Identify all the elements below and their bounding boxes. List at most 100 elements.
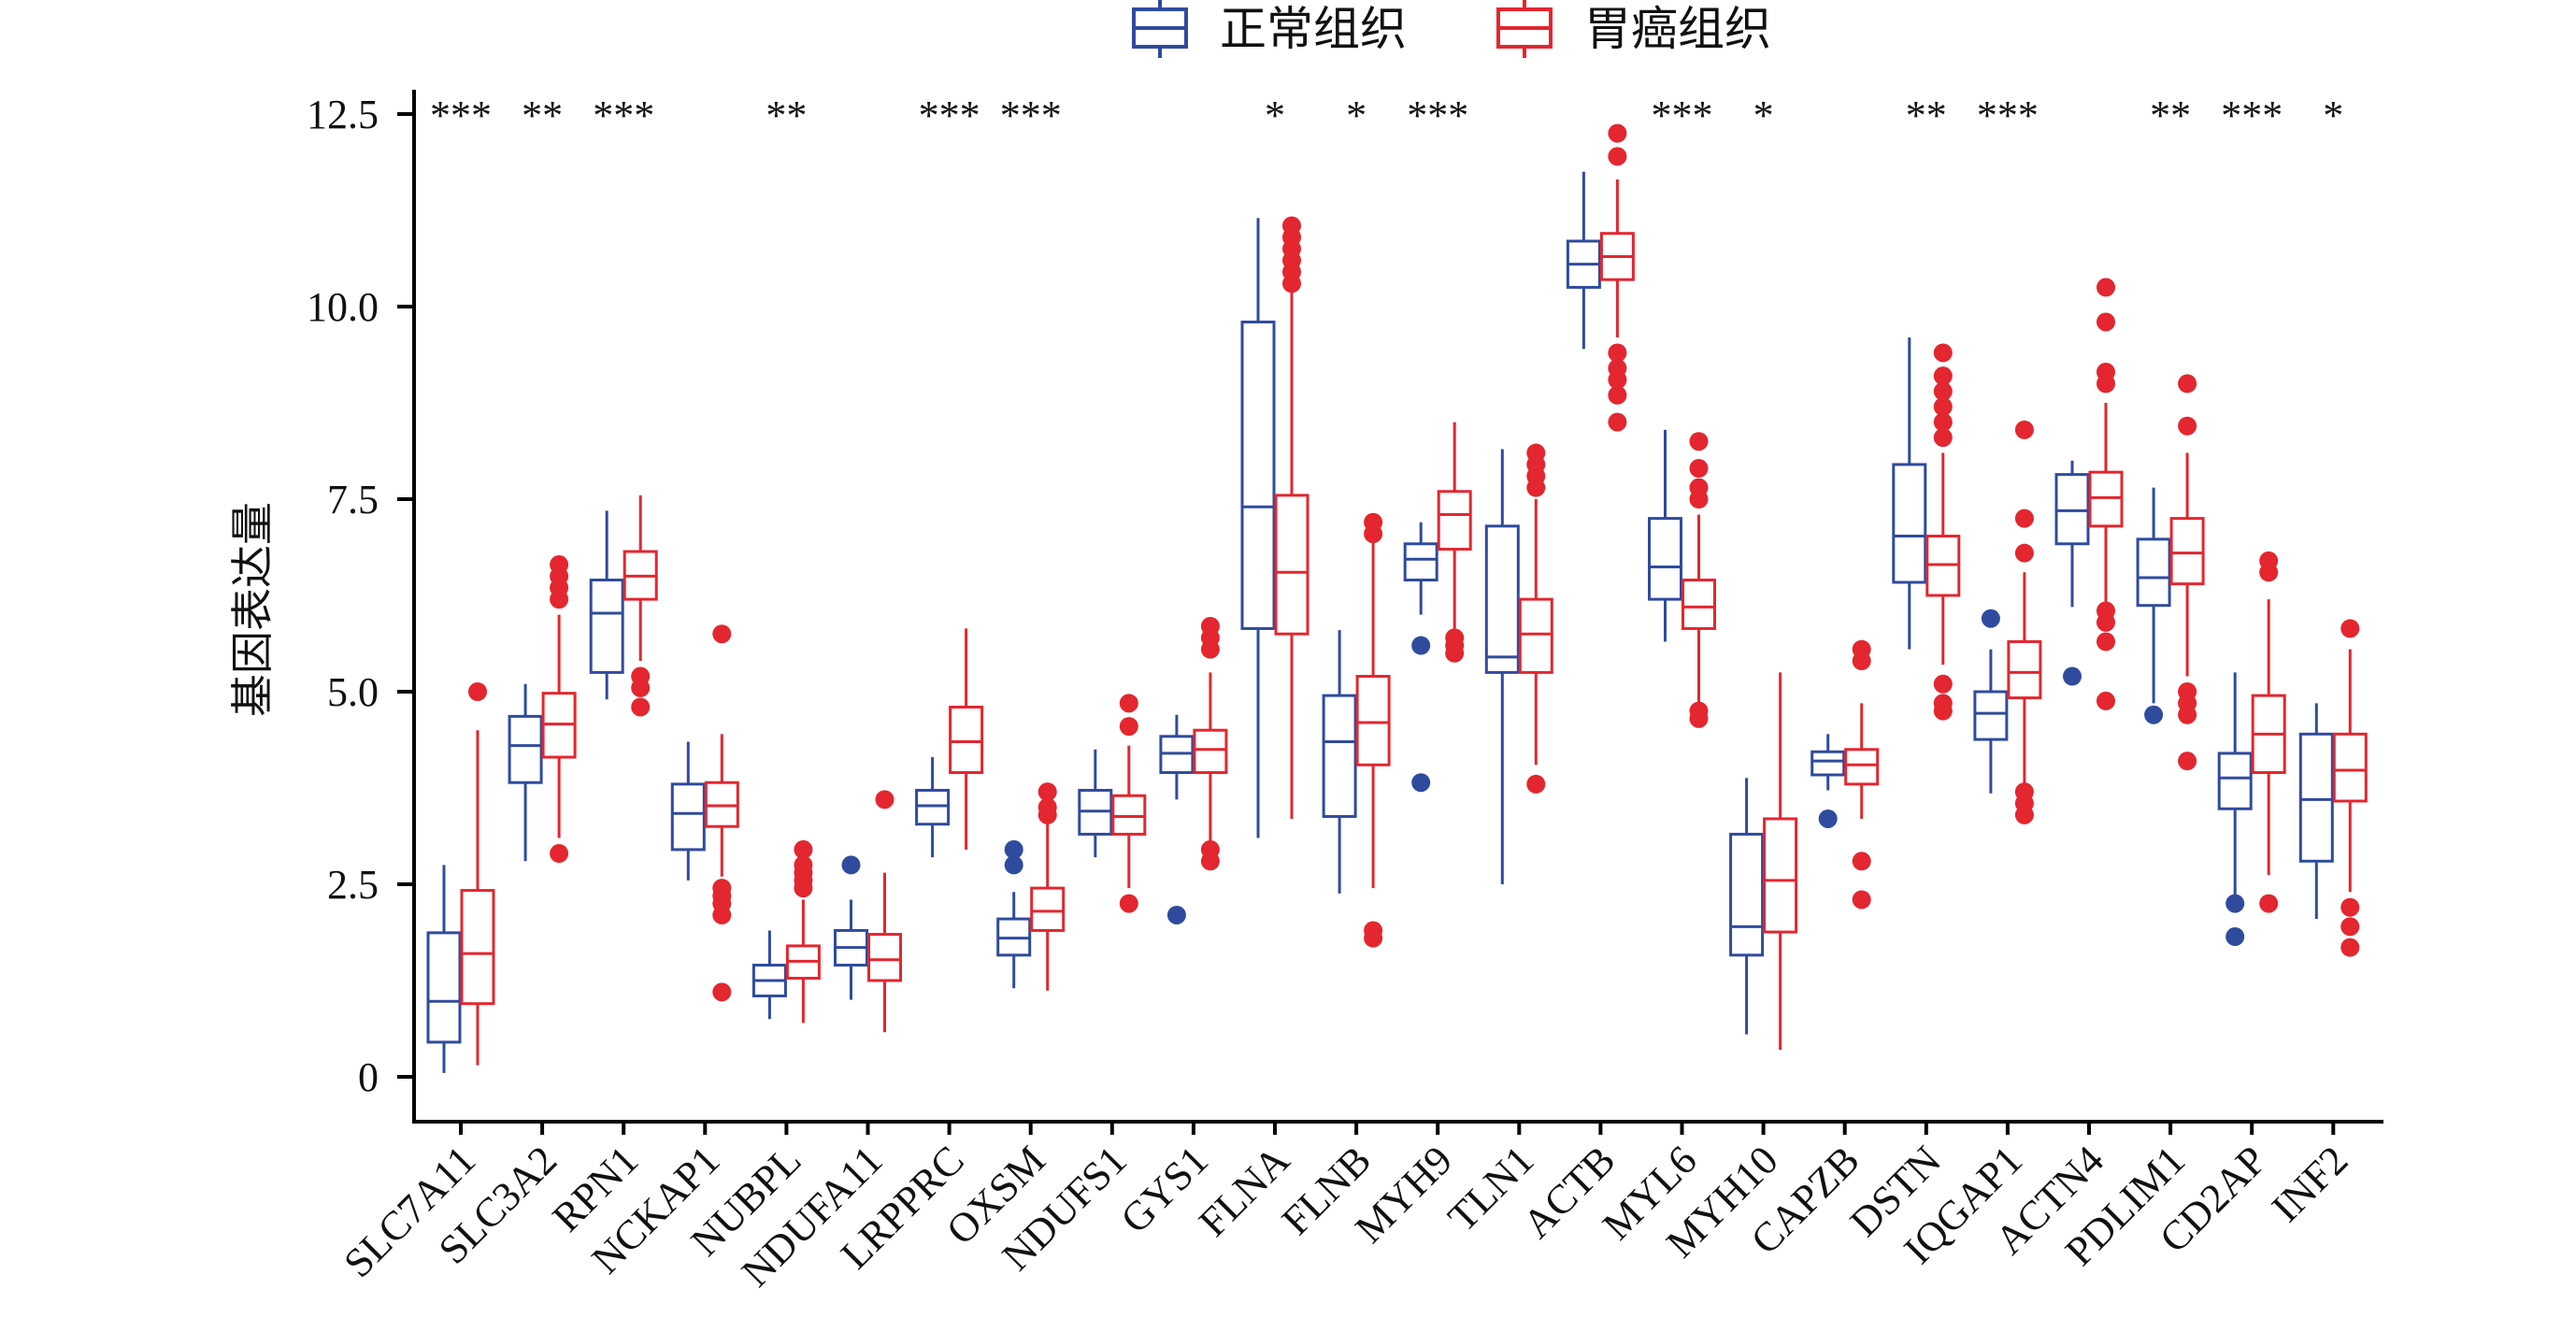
box-tumor-ACTB: [1599, 123, 1635, 432]
box-iqr: [2169, 517, 2205, 586]
significance-label: ***: [1977, 93, 2039, 138]
outlier-point: [1933, 428, 1953, 448]
box-normal-SLC3A2: [508, 683, 543, 862]
outlier-point: [1004, 839, 1023, 859]
outlier-point: [2340, 938, 2360, 957]
box-normal-SLC7A11: [426, 865, 462, 1073]
box-tumor-OXSM: [1030, 782, 1066, 991]
box-iqr: [2007, 639, 2042, 700]
outlier-point: [1364, 512, 1383, 532]
box-iqr: [1729, 832, 1765, 957]
box-tumor-SLC3A2: [541, 555, 577, 864]
outlier-point: [1364, 921, 1383, 940]
outlier-point: [1608, 358, 1627, 378]
box-tumor-PDLIM1: [2169, 374, 2205, 771]
outlier-point: [1119, 694, 1138, 713]
outlier-point: [1200, 839, 1220, 859]
box-normal-INF2: [2298, 703, 2334, 920]
significance-label: *: [1753, 93, 1774, 138]
outlier-point: [2097, 312, 2115, 332]
outlier-point: [1852, 890, 1871, 909]
outlier-point: [1933, 343, 1953, 363]
significance-label: **: [766, 93, 807, 138]
outlier-point: [2178, 416, 2197, 436]
outlier-point: [1608, 412, 1627, 432]
box-iqr: [2332, 732, 2368, 803]
outlier-point: [2340, 917, 2360, 937]
significance-label: ***: [1652, 93, 1713, 138]
box-iqr: [1973, 690, 2009, 741]
significance-label: ***: [919, 93, 980, 138]
significance-label: ***: [430, 93, 492, 138]
box-iqr: [1403, 542, 1438, 582]
outlier-point: [1166, 905, 1186, 924]
outlier-point: [1526, 443, 1546, 463]
outlier-point: [1981, 609, 2000, 628]
outlier-point: [2225, 927, 2245, 947]
significance-label: ***: [593, 93, 654, 138]
box-normal-NDUFS1: [1078, 749, 1113, 858]
box-tumor-NDUFA11: [867, 790, 902, 1033]
box-iqr: [949, 705, 984, 775]
x-tick-label: INF2: [2263, 1137, 2356, 1230]
box-iqr: [1484, 524, 1520, 674]
outlier-point: [2225, 894, 2245, 913]
box-normal-TLN1: [1484, 449, 1520, 884]
outlier-point: [2014, 420, 2034, 439]
box-iqr: [1274, 494, 1309, 636]
legend-tumor-label: 胃癌组织: [1584, 2, 1771, 56]
outlier-point: [631, 666, 651, 686]
box-iqr: [2054, 473, 2090, 546]
significance-label: ***: [1407, 93, 1468, 138]
significance-label: **: [1906, 93, 1947, 138]
outlier-point: [2178, 752, 2197, 771]
box-iqr: [2088, 470, 2124, 528]
outlier-point: [1200, 616, 1220, 636]
box-tumor-MYH10: [1763, 672, 1798, 1051]
box-iqr: [1810, 750, 1846, 777]
box-normal-NCKAP1: [670, 741, 706, 881]
outlier-point: [1818, 809, 1838, 828]
outlier-point: [1608, 385, 1627, 405]
outlier-point: [712, 879, 732, 898]
axes: [412, 90, 2383, 1124]
outlier-point: [2340, 619, 2360, 638]
box-tumor-DSTN: [1925, 343, 1961, 721]
box-normal-NDUFA11: [834, 855, 868, 1000]
significance-label: ***: [1000, 93, 1062, 138]
outlier-point: [1038, 797, 1057, 817]
box-tumor-IQGAP1: [2007, 420, 2042, 824]
y-tick-label: 0: [358, 1054, 379, 1100]
box-iqr: [2136, 537, 2171, 608]
box-iqr: [1111, 794, 1147, 836]
box-iqr: [589, 579, 624, 674]
box-tumor-INF2: [2332, 619, 2368, 957]
significance-label: *: [1346, 93, 1367, 138]
outlier-point: [712, 982, 732, 1002]
box-normal-ACTB: [1566, 171, 1601, 350]
box-iqr: [1763, 817, 1798, 934]
y-tick-label: 10.0: [307, 284, 379, 330]
box-normal-MYH9: [1403, 522, 1438, 793]
box-iqr: [1240, 320, 1276, 630]
outlier-point: [2014, 508, 2034, 528]
outlier-point: [550, 555, 569, 575]
box-tumor-RPN1: [623, 494, 658, 717]
box-iqr: [1844, 748, 1880, 786]
box-iqr: [915, 788, 951, 826]
outlier-point: [2144, 705, 2164, 724]
box-normal-ACTN4: [2054, 460, 2090, 686]
outlier-point: [1608, 123, 1627, 143]
legend-normal-label: 正常组织: [1220, 2, 1407, 56]
box-iqr: [1648, 517, 1682, 601]
outlier-point: [468, 682, 487, 701]
box-normal-RPN1: [589, 510, 624, 700]
outlier-point: [1933, 397, 1953, 417]
box-normal-NUBPL: [751, 930, 787, 1020]
box-tumor-MYH9: [1437, 422, 1472, 663]
outlier-point: [1852, 639, 1871, 659]
box-normal-MYH10: [1729, 778, 1765, 1035]
y-tick-label: 12.5: [307, 92, 379, 137]
box-normal-IQGAP1: [1973, 609, 2009, 794]
